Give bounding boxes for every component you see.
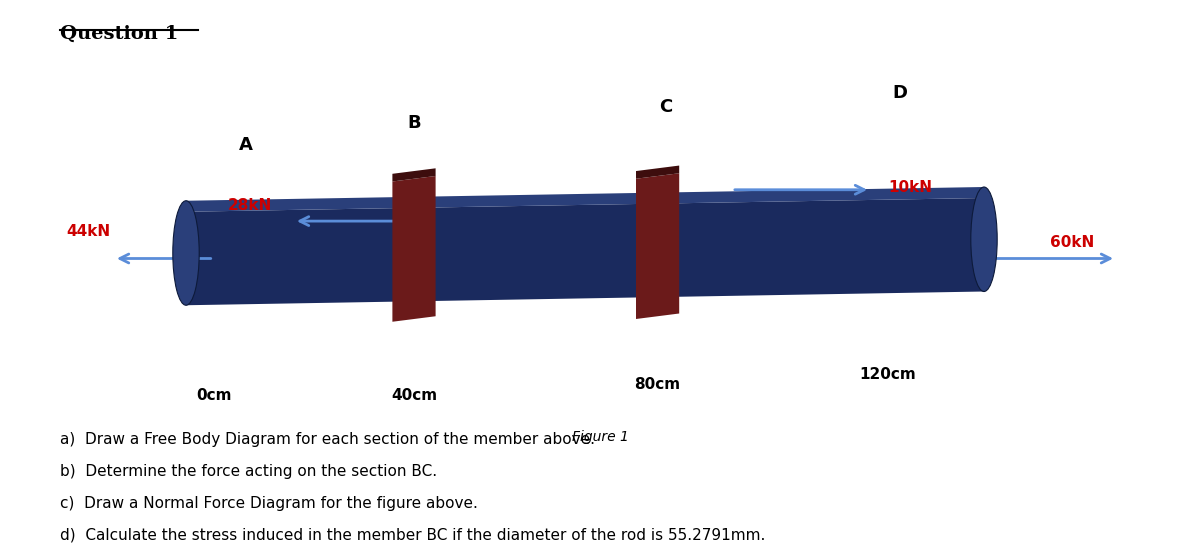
Text: a)  Draw a Free Body Diagram for each section of the member above.: a) Draw a Free Body Diagram for each sec… [60, 432, 595, 447]
Text: Figure 1: Figure 1 [571, 430, 629, 444]
Polygon shape [392, 176, 436, 322]
Text: 28kN: 28kN [228, 199, 272, 213]
Ellipse shape [173, 201, 199, 305]
Polygon shape [636, 173, 679, 319]
Text: d)  Calculate the stress induced in the member BC if the diameter of the rod is : d) Calculate the stress induced in the m… [60, 527, 766, 542]
Text: A: A [239, 136, 253, 154]
Text: 120cm: 120cm [859, 367, 917, 382]
Text: 80cm: 80cm [635, 377, 680, 392]
Text: C: C [659, 97, 673, 116]
Text: B: B [407, 114, 421, 132]
Polygon shape [186, 198, 984, 305]
Text: 44kN: 44kN [66, 224, 110, 239]
Text: b)  Determine the force acting on the section BC.: b) Determine the force acting on the sec… [60, 464, 437, 478]
Text: 0cm: 0cm [196, 388, 232, 403]
Ellipse shape [971, 187, 997, 292]
Text: D: D [893, 84, 907, 102]
Polygon shape [636, 166, 679, 179]
Text: c)  Draw a Normal Force Diagram for the figure above.: c) Draw a Normal Force Diagram for the f… [60, 496, 478, 510]
Polygon shape [186, 187, 984, 212]
Text: 60kN: 60kN [1050, 235, 1094, 250]
Text: 40cm: 40cm [391, 388, 437, 403]
Text: 10kN: 10kN [888, 180, 932, 195]
Polygon shape [392, 168, 436, 182]
Text: Question 1: Question 1 [60, 25, 179, 43]
